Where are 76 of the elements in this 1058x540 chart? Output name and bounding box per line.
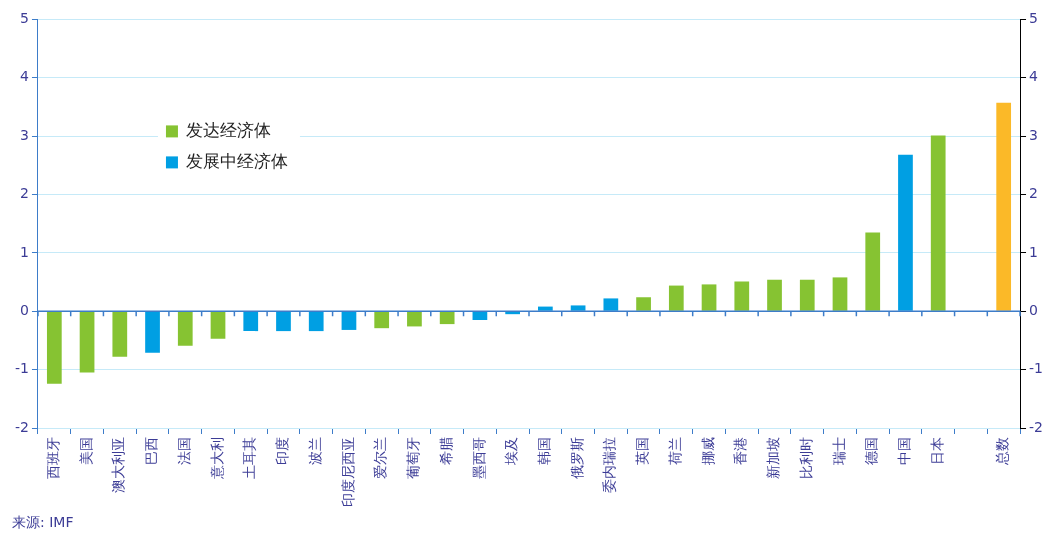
bar bbox=[243, 311, 259, 332]
y2-tick-label: 5 bbox=[1029, 10, 1038, 27]
x-tick-label: 荷兰 bbox=[666, 437, 683, 465]
bar bbox=[767, 279, 782, 311]
bar bbox=[46, 311, 62, 384]
bar bbox=[308, 311, 324, 332]
y-tick-label: 5 bbox=[20, 10, 29, 27]
y-tick-label: 1 bbox=[20, 243, 29, 260]
bar bbox=[701, 284, 717, 311]
x-tick-label: 中国 bbox=[896, 437, 913, 465]
bar bbox=[898, 154, 913, 311]
x-tick-label: 西班牙 bbox=[44, 437, 61, 479]
x-tick-label: 瑞士 bbox=[830, 437, 847, 465]
bar bbox=[145, 311, 160, 353]
legend-label: 发展中经济体 bbox=[185, 150, 288, 171]
bar bbox=[832, 277, 848, 311]
y2-tick-label: -1 bbox=[1029, 360, 1044, 377]
bar bbox=[407, 311, 422, 327]
x-tick-label: 波兰 bbox=[306, 437, 323, 465]
x-tick-label: 意大利 bbox=[208, 437, 225, 480]
x-tick-label: 葡萄牙 bbox=[405, 437, 422, 479]
bar bbox=[538, 306, 553, 311]
x-tick-label: 美国 bbox=[77, 437, 94, 465]
x-tick-label: 德国 bbox=[863, 437, 880, 465]
bar bbox=[570, 305, 586, 311]
bar bbox=[930, 135, 946, 311]
x-tick-label: 埃及 bbox=[503, 437, 520, 466]
y2-tick-label: 1 bbox=[1029, 243, 1038, 260]
x-tick-label: 新加坡 bbox=[765, 437, 782, 479]
bar bbox=[668, 285, 684, 311]
x-tick-label: 印度 bbox=[274, 437, 291, 465]
y-tick-label: 0 bbox=[20, 301, 29, 318]
bar bbox=[865, 232, 881, 311]
bar bbox=[439, 311, 455, 325]
x-tick-label: 希腊 bbox=[437, 437, 454, 465]
bar bbox=[341, 311, 357, 330]
x-tick-label: 香港 bbox=[732, 437, 749, 465]
source-note: 来源: IMF bbox=[12, 513, 74, 530]
y2-tick-label: 3 bbox=[1029, 126, 1038, 143]
y-tick-label: -1 bbox=[14, 360, 29, 377]
x-tick-label: 俄罗斯 bbox=[568, 437, 585, 479]
x-tick-label: 委内瑞拉 bbox=[601, 437, 618, 493]
y2-tick-label: 2 bbox=[1029, 185, 1038, 202]
y-tick-label: 4 bbox=[20, 68, 30, 85]
bar bbox=[996, 102, 1012, 311]
bar bbox=[603, 298, 619, 311]
bar bbox=[210, 311, 226, 339]
y2-tick-label: 4 bbox=[1029, 68, 1039, 85]
bar bbox=[472, 311, 488, 321]
bar bbox=[374, 311, 390, 329]
legend-label: 发达经济体 bbox=[185, 119, 271, 140]
bar bbox=[112, 311, 128, 357]
y-tick-label: 3 bbox=[20, 126, 29, 143]
x-tick-label: 爱尔兰 bbox=[372, 437, 389, 479]
y-tick-label: -2 bbox=[14, 418, 29, 435]
x-tick-label: 澳大利亚 bbox=[110, 437, 127, 493]
y-tick-label: 2 bbox=[20, 185, 29, 202]
bar bbox=[799, 279, 815, 311]
bar bbox=[636, 297, 651, 311]
x-tick-label: 韩国 bbox=[536, 437, 553, 465]
bar bbox=[177, 311, 193, 346]
x-tick-label: 比利时 bbox=[797, 437, 814, 479]
bar bbox=[79, 311, 95, 373]
bar bbox=[734, 281, 750, 311]
x-tick-label: 总数 bbox=[994, 437, 1011, 466]
x-tick-label: 巴西 bbox=[143, 437, 160, 465]
x-tick-label: 日本 bbox=[928, 437, 945, 465]
x-tick-label: 墨西哥 bbox=[470, 437, 487, 479]
x-tick-label: 英国 bbox=[634, 437, 651, 465]
x-tick-label: 法国 bbox=[175, 437, 192, 465]
x-tick-label: 挪威 bbox=[699, 437, 716, 465]
bar bbox=[276, 311, 291, 332]
y2-tick-label: 0 bbox=[1029, 301, 1038, 318]
y2-tick-label: -2 bbox=[1029, 418, 1044, 435]
x-tick-label: 印度尼西亚 bbox=[339, 437, 356, 507]
x-tick-label: 土耳其 bbox=[241, 437, 258, 479]
